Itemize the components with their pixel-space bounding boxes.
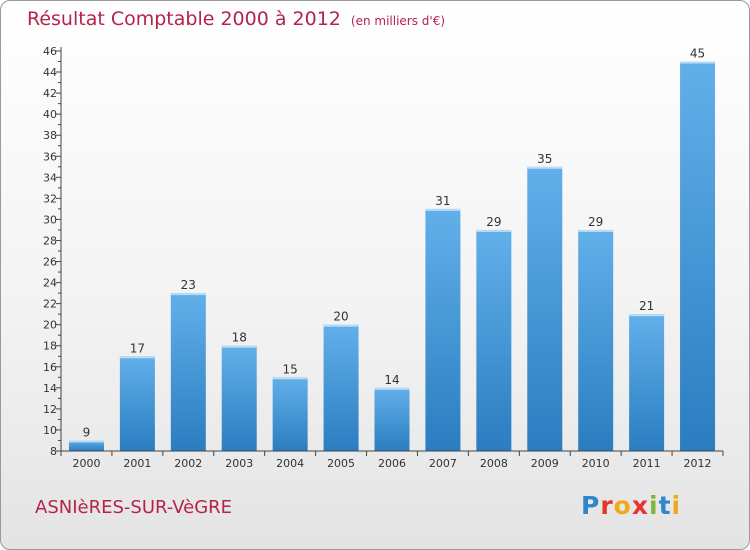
bar-highlight xyxy=(272,377,308,380)
value-label-2000: 9 xyxy=(83,425,91,439)
y-tick-label: 10 xyxy=(43,424,57,437)
proxiti-logo: Proxiti xyxy=(581,491,682,520)
value-label-2011: 21 xyxy=(639,299,654,313)
x-axis: 2000 2001 2002 2003 2004 2005 2006 2007 2008 2009… xyxy=(60,450,724,470)
x-tick-label: 2007 xyxy=(429,457,457,470)
value-label-2003: 18 xyxy=(232,331,247,345)
bar-highlight xyxy=(323,324,359,327)
x-tick-label: 2002 xyxy=(174,457,202,470)
value-label-2009: 35 xyxy=(537,152,552,166)
bar-2008 xyxy=(476,229,512,451)
y-tick-label: 32 xyxy=(43,192,57,205)
y-tick-label: 14 xyxy=(43,382,57,395)
y-tick-label: 30 xyxy=(43,213,57,226)
y-tick-label: 22 xyxy=(43,298,57,311)
x-tick-label: 2011 xyxy=(633,457,661,470)
x-tick-label: 2009 xyxy=(531,457,559,470)
value-label-2004: 15 xyxy=(283,362,298,376)
place-name: ASNIèRES-SUR-VèGRE xyxy=(35,497,233,518)
bar-2001 xyxy=(119,356,155,451)
chart-subtitle: (en milliers d'€) xyxy=(350,14,446,28)
y-tick-label: 28 xyxy=(43,234,57,247)
y-tick-label: 46 xyxy=(43,45,57,58)
y-axis: 8 10 12 14 16 18 20 22 24 26 28 30 32 34 36 38 40 42 44 46 xyxy=(43,45,62,458)
bar-2006 xyxy=(374,387,410,451)
y-tick-label: 20 xyxy=(43,319,57,332)
x-tick-label: 2000 xyxy=(72,457,100,470)
bar-2012 xyxy=(680,61,716,452)
bar-highlight xyxy=(221,345,257,348)
value-label-2012: 45 xyxy=(690,47,705,61)
value-label-2005: 20 xyxy=(333,310,348,324)
y-tick-label: 36 xyxy=(43,150,57,163)
value-label-2007: 31 xyxy=(435,194,450,208)
y-tick-label: 16 xyxy=(43,361,57,374)
x-tick-label: 2010 xyxy=(582,457,610,470)
bar-2009 xyxy=(527,166,563,451)
bar-highlight xyxy=(527,166,563,169)
x-tick-label: 2008 xyxy=(480,457,508,470)
y-tick-label: 8 xyxy=(50,445,57,458)
value-label-2006: 14 xyxy=(384,373,399,387)
bar-highlight xyxy=(119,356,155,359)
bar-2003 xyxy=(221,345,257,451)
bar-highlight xyxy=(374,387,410,390)
y-tick-label: 44 xyxy=(43,66,57,79)
y-tick-label: 38 xyxy=(43,129,57,142)
y-tick-label: 42 xyxy=(43,87,57,100)
bar-highlight xyxy=(476,229,512,232)
bar-2011 xyxy=(629,314,665,451)
x-tick-label: 2003 xyxy=(225,457,253,470)
bar-2000 xyxy=(68,440,104,451)
x-tick-label: 2004 xyxy=(276,457,304,470)
x-tick-label: 2012 xyxy=(684,457,712,470)
y-tick-label: 12 xyxy=(43,403,57,416)
bar-2002 xyxy=(170,293,206,451)
x-tick-label: 2005 xyxy=(327,457,355,470)
y-tick-label: 24 xyxy=(43,277,57,290)
bar-2004 xyxy=(272,377,308,451)
bar-highlight xyxy=(68,440,104,443)
bar-highlight xyxy=(629,314,665,317)
value-label-2001: 17 xyxy=(130,341,145,355)
y-tick-label: 40 xyxy=(43,108,57,121)
bar-2010 xyxy=(578,229,614,451)
bar-2007 xyxy=(425,208,461,451)
value-label-2010: 29 xyxy=(588,215,603,229)
bar-2005 xyxy=(323,324,359,451)
bar-highlight xyxy=(680,61,716,64)
bar-highlight xyxy=(170,293,206,296)
chart-title: Résultat Comptable 2000 à 2012 (en millie… xyxy=(27,8,445,30)
bar-highlight xyxy=(578,229,614,232)
value-label-2002: 23 xyxy=(181,278,196,292)
chart-title-text: Résultat Comptable 2000 à 2012 xyxy=(27,8,341,30)
x-tick-label: 2001 xyxy=(123,457,151,470)
bars: 9 17 23 18 15 20 14 31 29 35 29 21 45 xyxy=(68,47,716,452)
value-label-2008: 29 xyxy=(486,215,501,229)
x-tick-label: 2006 xyxy=(378,457,406,470)
y-tick-label: 18 xyxy=(43,340,57,353)
y-tick-label: 34 xyxy=(43,171,57,184)
bar-highlight xyxy=(425,208,461,211)
y-tick-label: 26 xyxy=(43,256,57,269)
